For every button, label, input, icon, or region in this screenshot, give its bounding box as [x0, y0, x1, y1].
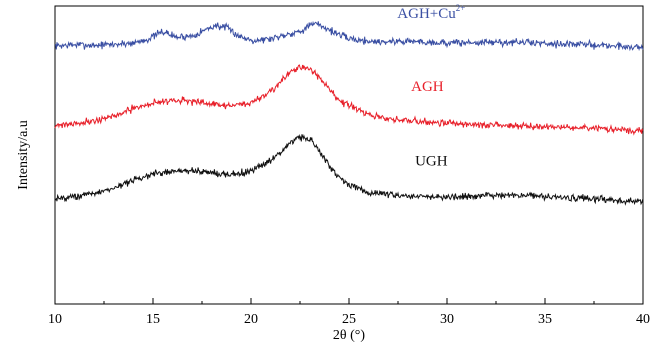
series-labels: AGH+Cu2+ AGH UGH [397, 3, 465, 170]
y-axis-title: Intensity/a.u [16, 120, 31, 190]
series-label: AGH+Cu2+ [397, 3, 465, 22]
series-label-text: AGH+Cu [397, 6, 456, 22]
x-axis-title: 2θ (°) [333, 328, 365, 343]
x-tick-label: 40 [636, 312, 650, 327]
series-label-text: AGH [411, 79, 444, 95]
x-axis-ticks: 10 15 20 25 30 35 40 [48, 298, 650, 327]
series-label: UGH [415, 153, 448, 169]
x-tick-label: 25 [342, 312, 356, 327]
x-tick-label: 20 [244, 312, 258, 327]
x-tick-label: 10 [48, 312, 62, 327]
series-line-ugh [54, 133, 644, 206]
series-line-agh-cu2 [54, 20, 644, 52]
series-label-text: UGH [415, 153, 448, 169]
series-line-agh [54, 64, 644, 136]
x-tick-label: 15 [146, 312, 160, 327]
series-curves [54, 20, 644, 206]
x-tick-label: 35 [538, 312, 552, 327]
series-label: AGH [411, 79, 444, 95]
plot-frame [54, 5, 644, 305]
series-label-superscript: 2+ [456, 3, 466, 13]
x-tick-label: 30 [440, 312, 454, 327]
